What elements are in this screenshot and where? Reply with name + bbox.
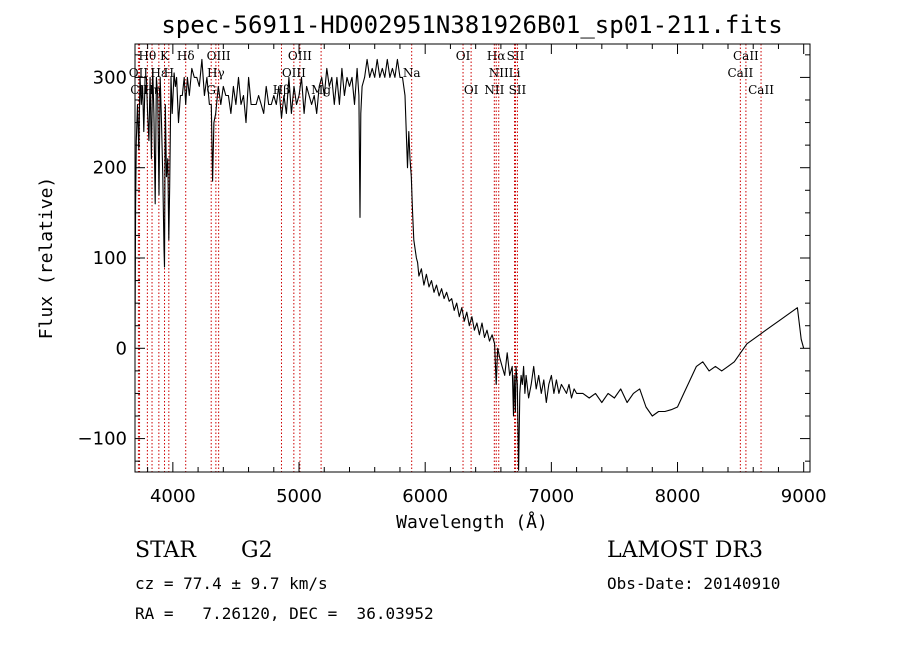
redshift-cz: cz = 77.4 ± 9.7 km/s [135, 574, 328, 593]
chart-title: spec-56911-HD002951N381926B01_sp01-211.f… [161, 11, 782, 39]
survey-name: LAMOST DR3 [607, 538, 763, 563]
line-label-25: CaII [727, 66, 753, 80]
line-label-5: K [160, 49, 170, 63]
x-tick-label-6000: 6000 [402, 486, 448, 507]
line-label-22: Li [509, 66, 521, 80]
line-label-10: G [206, 83, 216, 97]
line-label-7: Hδ [177, 49, 195, 63]
x-tick-label-8000: 8000 [655, 486, 701, 507]
line-label-19: NII [489, 66, 509, 80]
spectrum-line-0 [134, 58, 805, 471]
line-label-20: NII [484, 83, 504, 97]
line-label-11: OIII [288, 49, 312, 63]
x-axis-ticks: 4000 5000 6000 7000 8000 9000 [147, 44, 827, 507]
y-axis-ticks: −100 0 100 200 300 [78, 54, 810, 462]
object-class: STAR [135, 538, 196, 563]
y-tick-label--100: −100 [78, 429, 127, 450]
line-label-13: Hβ [273, 83, 290, 97]
spectrum-layer [134, 58, 805, 471]
line-label-18: Hα [487, 49, 506, 63]
line-label-26: CaII [748, 83, 774, 97]
line-label-9: Hγ [207, 66, 225, 80]
line-label-3: Hε [151, 66, 168, 80]
line-label-23: SII [509, 83, 527, 97]
line-label-1: OII [129, 66, 149, 80]
x-tick-label-4000: 4000 [150, 486, 196, 507]
x-tick-label-7000: 7000 [528, 486, 574, 507]
object-subclass: G2 [241, 538, 273, 563]
y-tick-label-0: 0 [116, 338, 127, 359]
x-tick-label-9000: 9000 [781, 486, 827, 507]
line-label-17: OI [464, 83, 479, 97]
line-label-14: Mg [311, 83, 331, 97]
line-label-6: H [164, 66, 174, 80]
line-label-24: CaII [733, 49, 759, 63]
ra-dec: RA = 7.26120, DEC = 36.03952 [135, 604, 434, 623]
line-label-21: SII [507, 49, 525, 63]
x-tick-label-5000: 5000 [276, 486, 322, 507]
line-label-16: OI [456, 49, 471, 63]
y-axis-label: Flux (relative) [36, 177, 57, 340]
line-label-15: Na [403, 66, 421, 80]
observation-date: Obs-Date: 20140910 [607, 574, 781, 593]
line-label-12: OIII [282, 66, 306, 80]
y-tick-label-100: 100 [93, 248, 127, 269]
line-label-0: Hθ [139, 49, 157, 63]
y-tick-label-200: 200 [93, 158, 127, 179]
line-label-8: OIII [207, 49, 231, 63]
plot-frame [134, 43, 811, 473]
y-tick-label-300: 300 [93, 67, 127, 88]
x-axis-label: Wavelength (Å) [396, 511, 548, 533]
